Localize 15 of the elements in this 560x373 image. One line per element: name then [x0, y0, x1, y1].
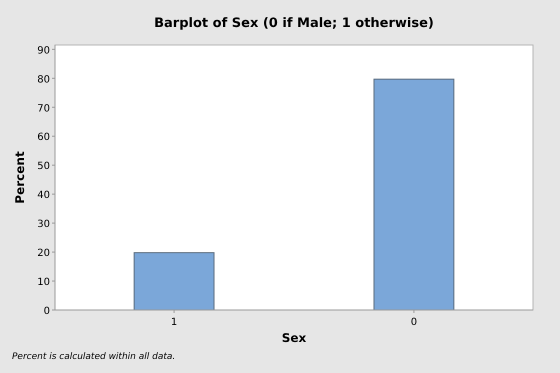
y-tick-label: 20 — [37, 248, 50, 260]
y-tick-label: 50 — [37, 161, 50, 172]
x-axis-title: Sex — [282, 331, 307, 345]
y-tick-label: 30 — [37, 219, 50, 230]
y-tick-label: 40 — [37, 190, 50, 202]
text: Percent is calculated within all data. — [12, 352, 176, 362]
y-tick-label: 0 — [44, 306, 50, 317]
y-tick-label: 70 — [37, 103, 50, 114]
y-tick-label: 10 — [37, 277, 50, 288]
y-tick-label: 60 — [37, 132, 50, 144]
chart-title: Barplot of Sex (0 if Male; 1 otherwise) — [154, 16, 434, 31]
x-tick-label: 1 — [170, 317, 178, 328]
y-tick-label: 80 — [37, 74, 50, 86]
y-tick-label: 90 — [37, 45, 50, 56]
y-axis-title: Percent — [13, 151, 27, 204]
